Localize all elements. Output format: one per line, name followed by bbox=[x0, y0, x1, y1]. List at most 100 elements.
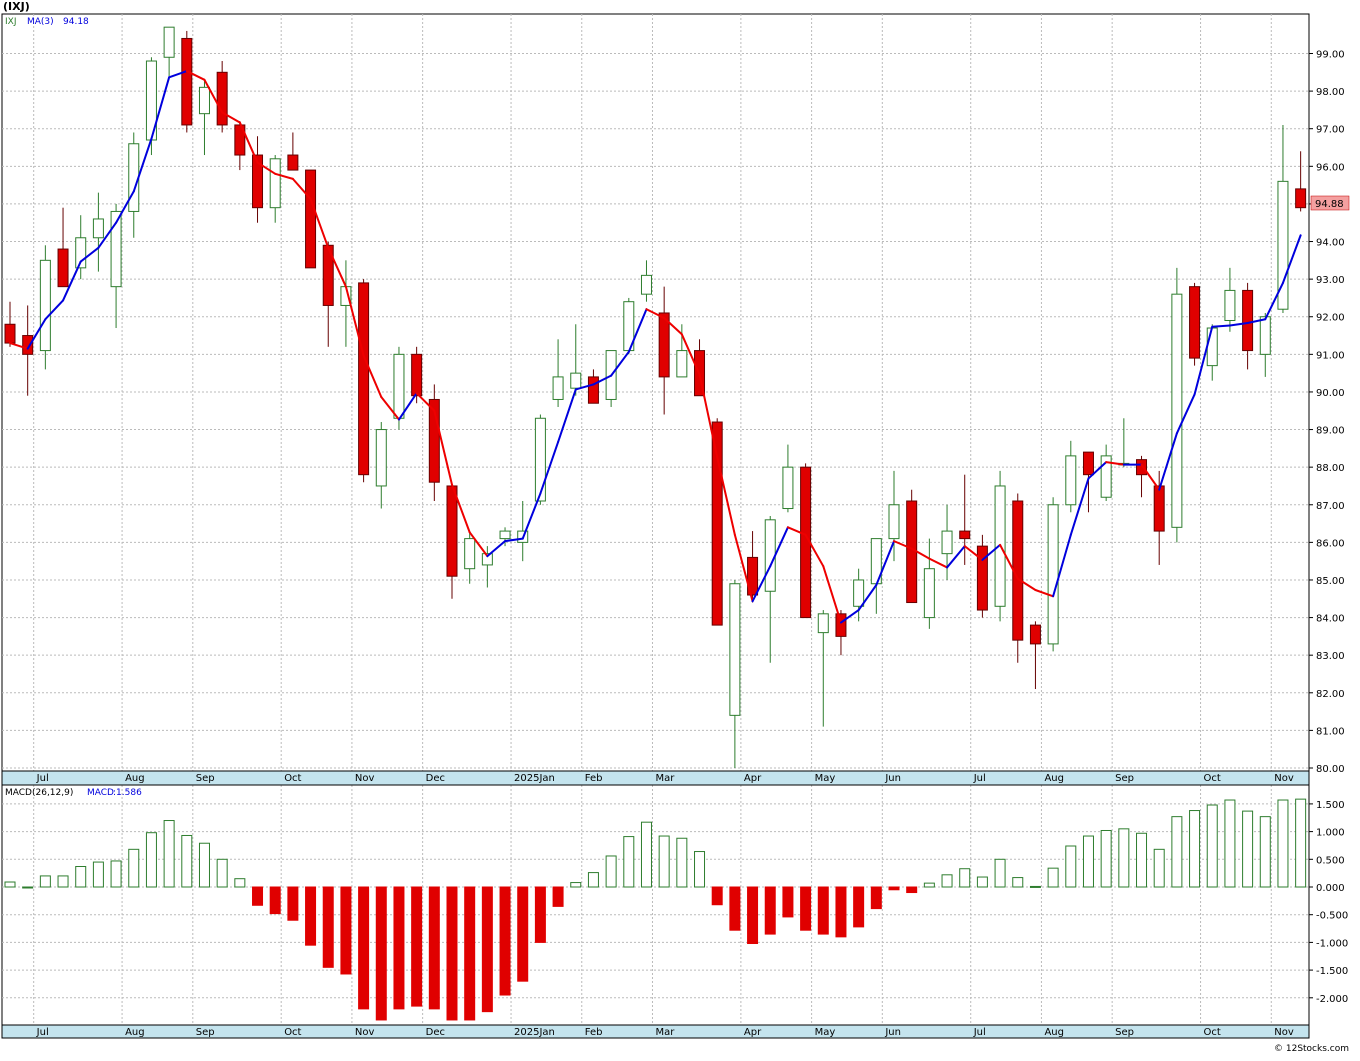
macd-bar-negative bbox=[481, 886, 493, 1013]
candle bbox=[198, 79, 210, 156]
candle bbox=[782, 444, 794, 513]
candle-body-up bbox=[640, 274, 652, 295]
macd-bar-positive bbox=[1171, 816, 1183, 888]
candle bbox=[853, 568, 865, 622]
macd-bar-negative bbox=[446, 886, 458, 1021]
macd-bar-negative bbox=[411, 886, 423, 1007]
ma-line-segment bbox=[574, 383, 595, 391]
ma-line-segment bbox=[44, 299, 65, 321]
candle-body-down bbox=[287, 154, 299, 171]
macd-bar-positive bbox=[1206, 804, 1218, 888]
macd-bar-positive bbox=[1100, 829, 1112, 888]
candle-body-down bbox=[959, 530, 971, 540]
price-x-tick-label: May bbox=[815, 773, 836, 784]
candle bbox=[587, 369, 599, 404]
macd-x-axis-labels: Jul Aug Sep Oct Nov Dec 2025Jan Feb Mar Apr May Jun… bbox=[36, 1027, 1294, 1038]
macd-x-tick-label: Jul bbox=[973, 1027, 986, 1038]
candle bbox=[358, 279, 370, 483]
macd-bar-negative bbox=[499, 886, 511, 996]
ma-line-segment bbox=[256, 161, 277, 175]
candle bbox=[22, 305, 34, 396]
ma-line-segment bbox=[62, 260, 82, 302]
candle bbox=[393, 346, 405, 430]
ma-line-segment bbox=[486, 540, 507, 558]
price-y-tick-label: 94.00 bbox=[1316, 238, 1345, 249]
ma-line-segment bbox=[1016, 577, 1037, 592]
candle bbox=[605, 350, 617, 407]
macd-x-tick-label: May bbox=[815, 1027, 836, 1038]
macd-y-tick-label: -0.500 bbox=[1316, 911, 1348, 922]
macd-bar-negative bbox=[800, 886, 812, 931]
ma-line-segment bbox=[751, 565, 772, 603]
candle-body-down bbox=[1189, 286, 1201, 359]
ma-line-segment bbox=[1087, 461, 1108, 480]
macd-x-tick-label: Feb bbox=[585, 1027, 603, 1038]
macd-bar-negative bbox=[428, 886, 440, 1010]
price-x-axis-band bbox=[1, 770, 1310, 786]
macd-bar-positive bbox=[216, 858, 228, 888]
macd-bar-positive bbox=[959, 868, 971, 888]
ma-line-segment bbox=[680, 333, 701, 376]
macd-x-tick-label: Mar bbox=[655, 1027, 675, 1038]
candle-body-down bbox=[711, 421, 723, 626]
candle bbox=[428, 384, 440, 502]
price-x-tick-label: Feb bbox=[585, 773, 603, 784]
candle-body-up bbox=[552, 376, 564, 400]
legend-ma-label: MA(3) bbox=[27, 17, 54, 27]
macd-bar-positive bbox=[941, 874, 953, 888]
candle-body-down bbox=[747, 556, 759, 596]
macd-bar-negative bbox=[729, 886, 741, 931]
candle bbox=[729, 579, 741, 768]
ma-line-segment bbox=[150, 76, 171, 140]
ma-line-segment bbox=[1264, 281, 1284, 321]
candle bbox=[163, 26, 175, 77]
ma-line-segment bbox=[592, 374, 613, 386]
macd-y-tick-label: -1.000 bbox=[1316, 938, 1348, 949]
candle bbox=[1189, 282, 1201, 366]
macd-bar-negative bbox=[906, 886, 918, 894]
ma-line-segment bbox=[910, 547, 931, 560]
candle bbox=[534, 414, 546, 505]
candle-body-up bbox=[729, 583, 741, 716]
chart-symbol-title: (IXJ) bbox=[3, 0, 30, 13]
candle-body-up bbox=[92, 218, 104, 239]
candle-body-up bbox=[1259, 316, 1271, 355]
candle-body-down bbox=[1029, 624, 1041, 645]
price-y-tick-label: 82.00 bbox=[1316, 689, 1345, 700]
ma-line-segment bbox=[468, 531, 489, 558]
candle bbox=[181, 30, 193, 133]
macd-y-tick-label: 1.500 bbox=[1316, 800, 1345, 811]
macd-bar-positive bbox=[163, 820, 175, 888]
ma-line-segment bbox=[291, 177, 312, 200]
ma-line-segment bbox=[1193, 325, 1214, 396]
ma-line-segment bbox=[963, 545, 984, 561]
ma-line-segment bbox=[1140, 463, 1161, 491]
macd-x-tick-label: Oct bbox=[284, 1027, 301, 1038]
ma-line-segment bbox=[9, 342, 29, 350]
macd-y-tick-label: 0.500 bbox=[1316, 855, 1345, 866]
macd-bar-positive bbox=[1118, 828, 1130, 888]
ma-line-segment bbox=[132, 137, 153, 193]
ma-line-segment bbox=[822, 565, 842, 624]
candle-body-up bbox=[198, 86, 210, 115]
candle-body-up bbox=[1100, 455, 1112, 498]
price-y-tick-label: 88.00 bbox=[1316, 463, 1345, 474]
macd-bar-positive bbox=[1136, 832, 1148, 888]
ma-line-segment bbox=[610, 350, 630, 377]
price-grid bbox=[2, 14, 1309, 771]
candle-body-up bbox=[163, 26, 175, 58]
watermark: © 12Stocks.com bbox=[1274, 1044, 1349, 1054]
macd-bar-negative bbox=[552, 886, 564, 907]
ma-line-segment bbox=[115, 190, 135, 224]
macd-bar-positive bbox=[570, 882, 582, 888]
candle bbox=[375, 422, 387, 509]
price-x-tick-label: Oct bbox=[284, 773, 301, 784]
candle-body-up bbox=[923, 568, 935, 619]
last-price-label: 94.88 bbox=[1315, 199, 1344, 210]
ma-line-segment bbox=[344, 285, 365, 357]
ma-line-segment bbox=[380, 395, 400, 421]
price-x-tick-label: Apr bbox=[744, 773, 762, 784]
macd-bar-negative bbox=[870, 886, 882, 910]
candle-body-up bbox=[499, 530, 511, 540]
